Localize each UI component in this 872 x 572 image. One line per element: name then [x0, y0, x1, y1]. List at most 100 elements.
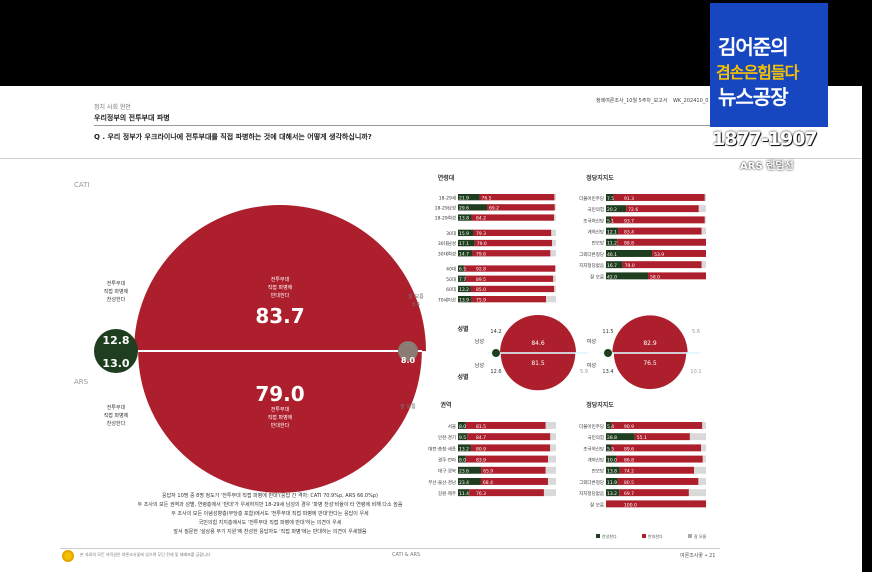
party-cati-support-bar [606, 227, 619, 235]
age-category-label: 30대남성 [438, 240, 456, 247]
age-oppose-value: 89.5 [476, 277, 486, 283]
age-dk-bar [554, 204, 556, 211]
region-oppose-bar [481, 466, 546, 474]
party-cati-dk-bar [704, 194, 706, 201]
party-ars-oppose-bar [617, 478, 699, 485]
party-ars-support-bar [606, 444, 612, 452]
region-dk-bar [545, 422, 556, 429]
party-cati-dk-bar [704, 216, 706, 224]
age-support-value: 13.2 [459, 287, 469, 293]
region-oppose-bar [467, 433, 551, 441]
party-ars-oppose-bar [616, 455, 703, 463]
ars-oppose-value: 79.0 [255, 382, 304, 406]
age-oppose-bar [464, 265, 556, 272]
ars-support-label: 전투부대 [107, 404, 126, 411]
party-cati-category-label: 잘 모름 [590, 273, 604, 280]
party-ars-category-label: 더불어민주당 [579, 423, 604, 430]
party-ars-oppose-bar [606, 500, 706, 508]
gender-ars-oppose-halfcircle [613, 353, 687, 390]
age-oppose-bar [472, 250, 551, 257]
gender-ars-oppose-value: 76.5 [643, 360, 657, 367]
region-support-value: 8.0 [459, 424, 466, 430]
ars-method-label: ARS [74, 378, 89, 386]
gender-ars-support-value: 13.4 [602, 369, 613, 375]
region-support-value: 11.4 [459, 491, 469, 497]
ars-oppose-label: 전투부대 [271, 406, 290, 413]
ars-oppose-label: 직접 파병에 [268, 414, 293, 421]
age-support-value: 21.9 [459, 195, 469, 201]
logo-line2: 겸손은힘들다 [716, 63, 799, 82]
age-dk-bar [554, 194, 556, 201]
party-ars-category-label: 국민의힘 [587, 434, 604, 441]
logo-line1: 김어준의 [718, 35, 789, 59]
section-divider [0, 158, 862, 159]
gender-label-top: 남성 [475, 338, 484, 345]
party-ars-dk-bar [701, 444, 706, 452]
cati-support-label: 전투부대 [107, 280, 126, 287]
ars-dk-label: 잘 모름 [400, 403, 416, 410]
region-support-value: 23.4 [459, 480, 469, 486]
age-dk-bar [555, 265, 556, 272]
region-oppose-bar [480, 478, 548, 485]
cati-support-label: 찬성한다 [107, 296, 126, 303]
header-rule [94, 125, 710, 126]
region-support-bar [458, 444, 471, 452]
gender-ars-dk-value: 10.1 [690, 369, 701, 375]
region-oppose-value: 80.9 [476, 446, 486, 452]
party-cati-oppose-bar [617, 238, 706, 246]
gender-ars-support-halfcircle [492, 353, 500, 357]
age-category-label: 70세이상 [438, 296, 456, 303]
party-cati-support-value: 7.5 [607, 196, 614, 202]
age-oppose-value: 79.0 [477, 241, 487, 247]
party-cati-support-value: 11.2 [607, 241, 617, 247]
party-cati-oppose-bar [618, 227, 702, 235]
gender-cati-oppose-halfcircle [612, 315, 688, 353]
party-ars-support-value: 11.9 [607, 480, 617, 486]
party-ars-oppose-value: 55.1 [637, 435, 647, 441]
news-factory-logo: 김어준의 겸손은힘들다 뉴스공장 [710, 3, 828, 127]
party-cati-oppose-bar [626, 205, 699, 213]
legend-label: 반대한다 [648, 533, 663, 539]
party-cati-support-value: 20.2 [607, 207, 617, 213]
gender-cati-support-halfcircle [492, 349, 500, 353]
party-ars-oppose-value: 86.8 [624, 458, 634, 464]
gender-ars-oppose-halfcircle [500, 353, 576, 391]
party-ars-support-value: 13.8 [607, 469, 617, 475]
section-label: 정치 사회 현안 [94, 104, 131, 111]
party-cati-dk-bar [701, 261, 706, 269]
party-cati-oppose-bar [611, 216, 705, 224]
age-support-value: 15.9 [459, 231, 469, 237]
cati-dk-label: 3.4 [412, 302, 420, 308]
age-support-bar [458, 265, 465, 272]
party-ars-support-bar [606, 433, 635, 441]
age-dk-bar [552, 239, 556, 247]
age-oppose-value: 79.3 [476, 231, 486, 237]
ars-support-value: 13.0 [102, 357, 129, 370]
cati-oppose-label: 직접 파병에 [268, 284, 293, 291]
party-ars-support-bar [606, 422, 612, 429]
age-oppose-value: 84.2 [476, 216, 486, 222]
age-oppose-bar [473, 229, 552, 237]
logo-line3: 뉴스공장 [718, 85, 789, 109]
party-cati-dk-bar [701, 227, 706, 235]
party-cati-oppose-bar [613, 194, 705, 201]
summary-line: 두 조사의 모든 권역과 성별, 연령층에서 '반대'가 우세하지만 18-29… [137, 502, 403, 508]
party-ars-oppose-bar [611, 444, 702, 452]
party-cati-dk-bar [698, 205, 706, 213]
region-support-bar [458, 478, 481, 485]
party-cati-oppose-value: 83.4 [624, 230, 634, 236]
party-cati-oppose-value: 79.0 [625, 263, 635, 269]
footer-rule [60, 548, 720, 549]
age-support-bar [458, 194, 480, 201]
summary-block: 응답자 10명 중 8명 정도가 '전투부대 직접 파병에 반대'(응답 간 격… [120, 492, 420, 537]
video-letterbox-right [862, 86, 872, 572]
age-category-label: 40대 [446, 266, 456, 273]
gender-label-bottom: 남성 [475, 362, 484, 369]
party-ars-dk-bar [694, 466, 706, 474]
party-ars-oppose-bar [634, 433, 690, 441]
region-oppose-bar [470, 444, 551, 452]
age-support-bar [458, 275, 466, 282]
gender-cati-oppose-value: 84.6 [531, 340, 545, 347]
gender-title-top: 성별 [457, 325, 469, 333]
age-title: 연령대 [438, 174, 455, 182]
